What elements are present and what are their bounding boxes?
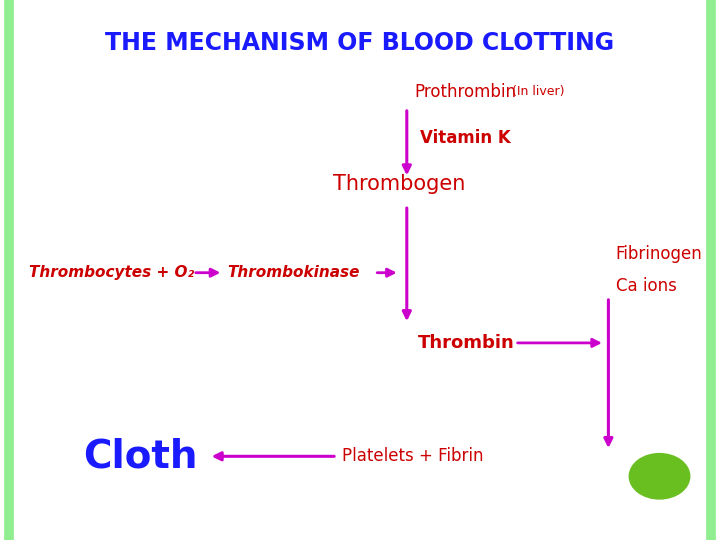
Text: Cloth: Cloth: [83, 437, 198, 475]
Text: Platelets + Fibrin: Platelets + Fibrin: [342, 447, 484, 465]
Text: Vitamin K: Vitamin K: [420, 129, 510, 147]
Text: Ca ions: Ca ions: [616, 277, 677, 295]
Text: Thrombocytes + O₂: Thrombocytes + O₂: [29, 265, 194, 280]
Text: Fibrinogen: Fibrinogen: [616, 245, 702, 263]
Text: Thrombin: Thrombin: [418, 334, 514, 352]
Text: Thrombogen: Thrombogen: [333, 173, 466, 194]
Circle shape: [629, 454, 690, 499]
Text: Thrombokinase: Thrombokinase: [227, 265, 359, 280]
Text: (In liver): (In liver): [508, 85, 564, 98]
Text: Prothrombin: Prothrombin: [414, 83, 516, 101]
Text: THE MECHANISM OF BLOOD CLOTTING: THE MECHANISM OF BLOOD CLOTTING: [105, 31, 615, 55]
